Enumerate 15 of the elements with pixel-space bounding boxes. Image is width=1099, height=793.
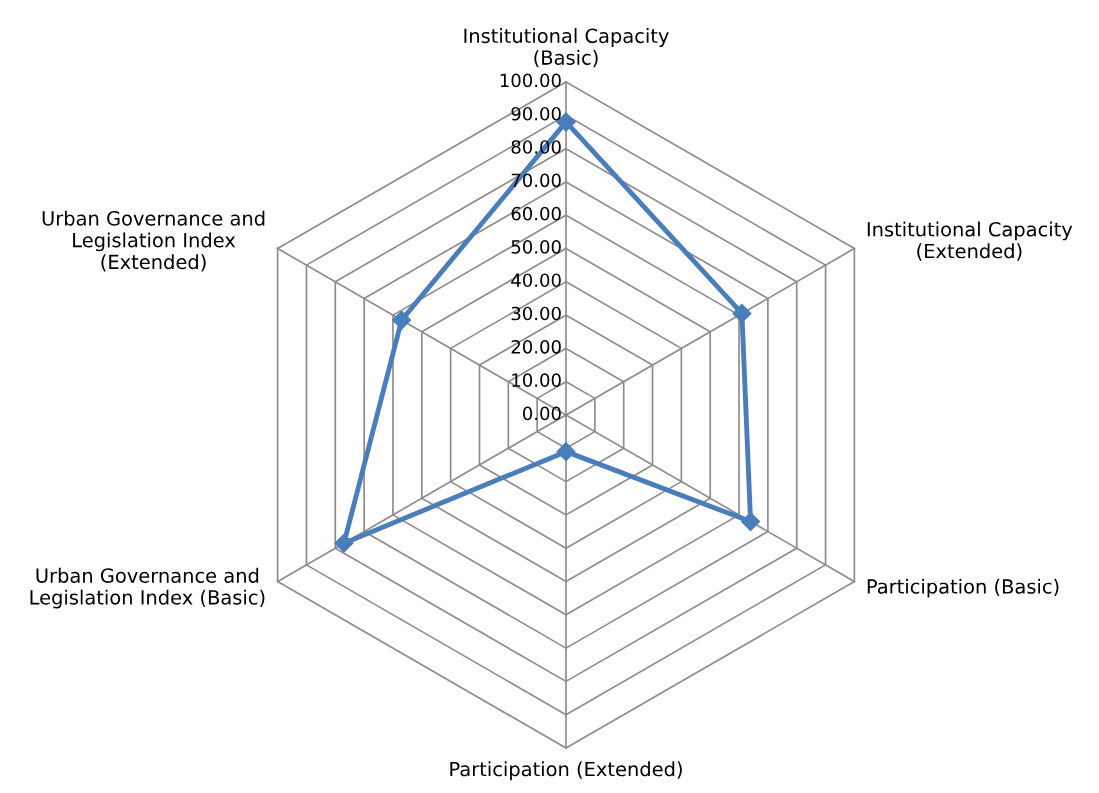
y-tick-label: 10.00 <box>512 373 561 387</box>
y-tick-label: 30.00 <box>511 306 561 321</box>
spoke-label: Urban Governance and Legislation Index (Extended) <box>42 210 265 272</box>
y-tick-label: 50.00 <box>511 240 561 254</box>
spoke-label: Urban Governance and Legislation Index (Basic) <box>30 567 265 609</box>
y-tick-label: 60.00 <box>511 206 561 221</box>
spoke-label: Participation (Basic) <box>867 578 1059 598</box>
spoke-label: Participation (Extended) <box>450 761 682 781</box>
spoke-label: Institutional Capacity (Extended) <box>867 221 1073 261</box>
y-tick-label: 0.00 <box>522 406 561 421</box>
spoke-label: Institutional Capacity (Basic) <box>464 28 669 68</box>
y-tick-label: 20.00 <box>511 339 561 354</box>
y-tick-label: 100.00 <box>500 73 561 88</box>
y-tick-label: 90.00 <box>511 106 561 121</box>
y-tick-label: 40.00 <box>511 273 561 288</box>
